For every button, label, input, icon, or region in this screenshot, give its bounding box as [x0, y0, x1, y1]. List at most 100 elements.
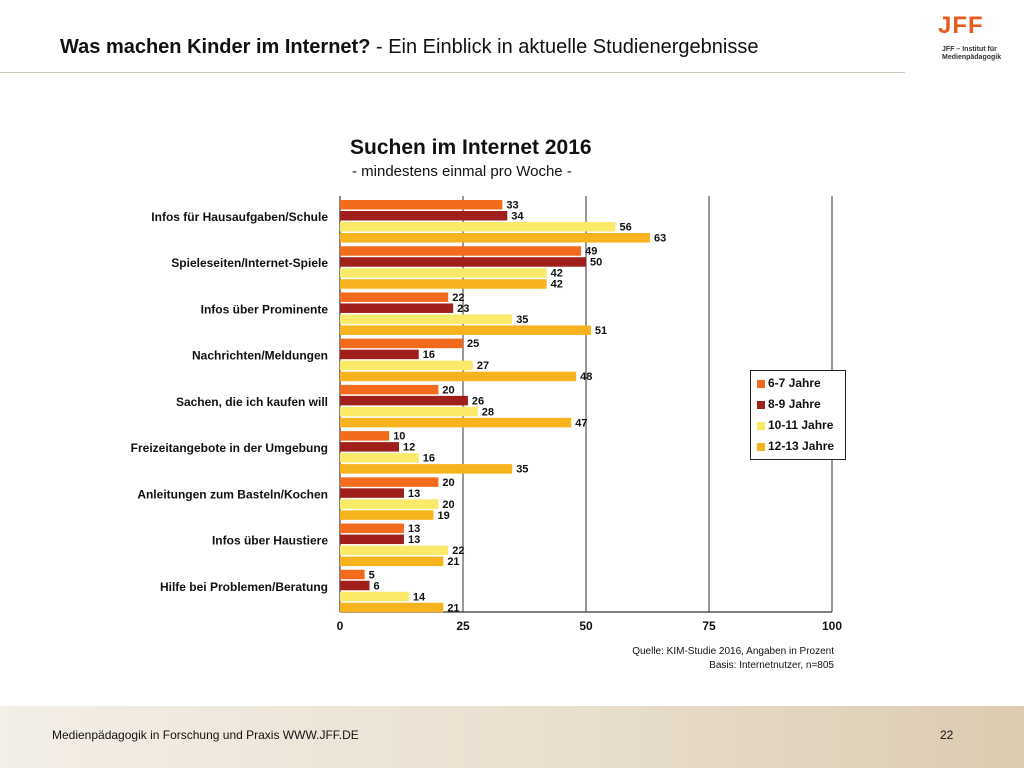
- data-label-3-2: 27: [477, 360, 489, 372]
- footer-band: [0, 706, 1024, 768]
- data-label-6-3: 19: [437, 510, 449, 522]
- data-label-1-1: 50: [590, 257, 602, 269]
- page-number: 22: [940, 728, 954, 742]
- data-label-1-0: 49: [585, 246, 597, 258]
- bar-4-1: [340, 395, 468, 406]
- bar-7-3: [340, 556, 444, 567]
- data-label-0-2: 56: [620, 222, 632, 234]
- x-tick-label-1: 25: [456, 619, 470, 633]
- data-label-7-3: 21: [447, 556, 459, 568]
- bar-7-1: [340, 534, 404, 545]
- category-label-0: Infos für Hausaufgaben/Schule: [151, 210, 328, 224]
- data-label-4-0: 20: [442, 384, 454, 396]
- category-label-7: Infos über Haustiere: [212, 534, 328, 548]
- bar-6-0: [340, 477, 439, 487]
- data-label-3-0: 25: [467, 338, 479, 350]
- footer-text: Medienpädagogik in Forschung und Praxis …: [52, 728, 359, 742]
- chart-source: Quelle: KIM-Studie 2016, Angaben in Proz…: [612, 645, 834, 673]
- bar-8-3: [340, 602, 444, 613]
- bar-1-0: [340, 246, 582, 256]
- source-line-1: Quelle: KIM-Studie 2016, Angaben in Proz…: [632, 646, 834, 657]
- slide-title-bold: Was machen Kinder im Internet?: [60, 36, 371, 58]
- chart-subtitle: - mindestens einmal pro Woche -: [352, 163, 572, 180]
- data-label-8-0: 5: [369, 569, 375, 581]
- data-label-3-3: 48: [580, 371, 592, 383]
- data-label-5-0: 10: [393, 431, 405, 443]
- legend-swatch-0: [757, 379, 765, 388]
- legend-label-3: 12-13 Jahre: [768, 439, 835, 453]
- bar-6-3: [340, 510, 434, 520]
- legend-item-3: 12-13 Jahre: [757, 439, 834, 453]
- data-label-1-2: 42: [551, 268, 563, 280]
- bar-2-1: [340, 303, 454, 313]
- data-label-8-1: 6: [374, 580, 380, 592]
- data-label-2-3: 51: [595, 325, 607, 337]
- bar-5-2: [340, 453, 419, 463]
- chart-title: Suchen im Internet 2016: [350, 136, 592, 159]
- bar-6-1: [340, 488, 404, 498]
- data-label-0-0: 33: [506, 200, 518, 212]
- data-label-5-1: 12: [403, 442, 415, 454]
- data-label-7-0: 13: [408, 523, 420, 535]
- logo-text: JFF: [938, 12, 984, 39]
- legend-label-2: 10-11 Jahre: [768, 418, 834, 432]
- data-label-8-3: 21: [447, 602, 459, 614]
- chart-legend: 6-7 Jahre 8-9 Jahre 10-11 Jahre 12-13 Ja…: [750, 370, 846, 460]
- legend-swatch-1: [757, 400, 765, 409]
- source-line-2: Basis: Internetnutzer, n=805: [709, 660, 834, 671]
- logo-subtitle: JFF – Institut für Medienpädagogik: [942, 46, 1002, 61]
- category-label-1: Spieleseiten/Internet-Spiele: [171, 256, 328, 270]
- data-label-2-2: 35: [516, 314, 528, 326]
- x-tick-label-2: 50: [579, 619, 593, 633]
- bar-4-3: [340, 417, 572, 428]
- data-label-5-2: 16: [423, 453, 435, 465]
- legend-item-0: 6-7 Jahre: [757, 376, 821, 390]
- bar-5-1: [340, 442, 400, 452]
- bar-3-1: [340, 349, 419, 360]
- bar-8-2: [340, 591, 409, 602]
- legend-swatch-3: [757, 442, 765, 451]
- bar-0-2: [340, 222, 616, 232]
- bar-2-0: [340, 292, 449, 302]
- bar-3-2: [340, 360, 473, 371]
- data-label-2-1: 23: [457, 303, 469, 315]
- data-label-8-2: 14: [413, 591, 426, 603]
- x-tick-label-4: 100: [822, 619, 842, 633]
- legend-label-0: 6-7 Jahre: [768, 376, 821, 390]
- data-label-4-3: 47: [575, 417, 587, 429]
- category-label-3: Nachrichten/Meldungen: [192, 349, 328, 363]
- legend-item-2: 10-11 Jahre: [757, 418, 833, 432]
- legend-item-1: 8-9 Jahre: [757, 397, 821, 411]
- bar-0-1: [340, 211, 508, 221]
- bar-1-2: [340, 268, 547, 278]
- legend-label-1: 8-9 Jahre: [768, 397, 821, 411]
- data-label-0-1: 34: [511, 211, 524, 223]
- data-label-6-2: 20: [442, 499, 454, 511]
- bar-5-3: [340, 464, 513, 474]
- title-divider: [0, 72, 905, 73]
- data-label-6-1: 13: [408, 488, 420, 500]
- data-label-0-3: 63: [654, 233, 666, 245]
- data-label-5-3: 35: [516, 464, 528, 476]
- data-label-1-3: 42: [551, 279, 563, 291]
- slide-title-rest: - Ein Einblick in aktuelle Studienergebn…: [370, 36, 759, 58]
- bar-7-0: [340, 523, 404, 534]
- category-label-4: Sachen, die ich kaufen will: [176, 395, 328, 409]
- bar-8-1: [340, 580, 370, 591]
- bar-8-0: [340, 569, 365, 580]
- bar-4-0: [340, 384, 439, 395]
- bar-2-2: [340, 314, 513, 324]
- bar-2-3: [340, 325, 591, 335]
- bar-0-0: [340, 200, 503, 210]
- x-tick-label-0: 0: [337, 619, 344, 633]
- bar-3-3: [340, 371, 577, 382]
- category-label-8: Hilfe bei Problemen/Beratung: [160, 580, 328, 594]
- bar-1-3: [340, 279, 547, 289]
- data-label-2-0: 22: [452, 292, 464, 304]
- bar-5-0: [340, 431, 390, 441]
- legend-swatch-2: [757, 421, 765, 430]
- data-label-7-2: 22: [452, 545, 464, 557]
- category-label-2: Infos über Prominente: [201, 302, 329, 316]
- data-label-4-2: 28: [482, 406, 494, 418]
